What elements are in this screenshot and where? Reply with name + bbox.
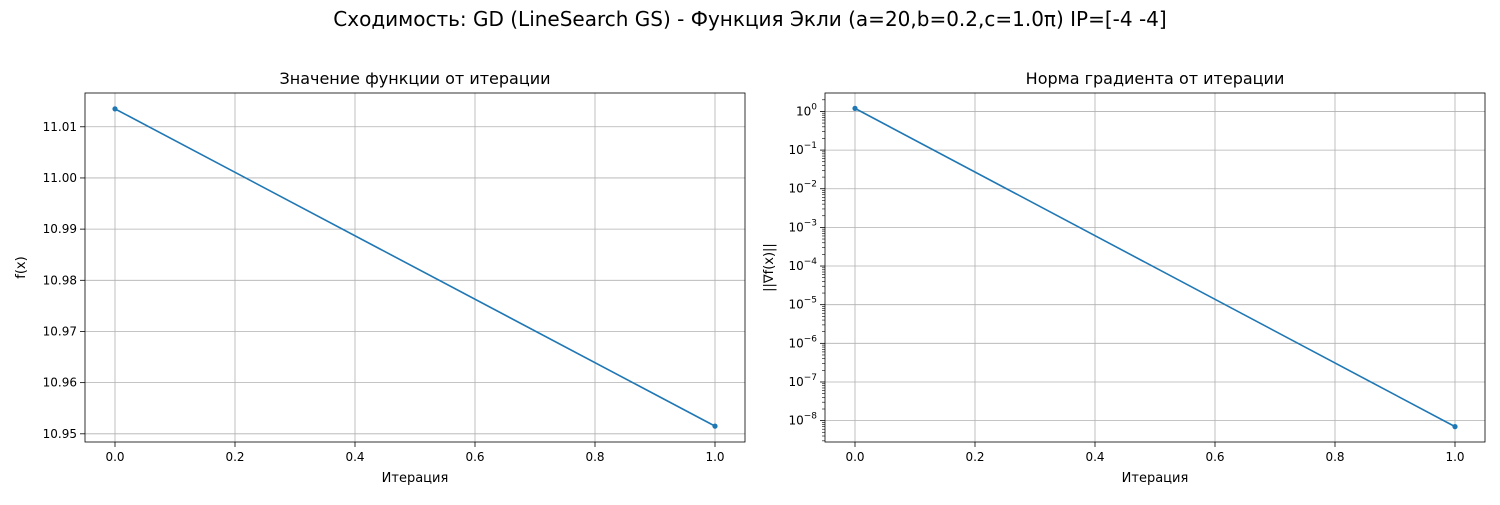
chart0-ytick-label: 10.99 <box>43 222 77 236</box>
chart1-ytick-label: 10−5 <box>788 296 817 312</box>
chart1-xtick-label: 0.6 <box>1205 450 1224 464</box>
chart0-grid <box>85 93 745 442</box>
chart0-ytick-label: 11.00 <box>43 171 77 185</box>
chart1-ytick-label: 10−7 <box>788 373 817 389</box>
chart1-xtick-label: 1.0 <box>1445 450 1464 464</box>
plot-function-value: 0.0 0.2 0.4 0.6 0.8 1.0 10.95 10.96 10.97 10.98 10… <box>14 69 746 486</box>
chart0-data-point <box>112 106 118 112</box>
chart1-ytick-label: 10−2 <box>788 180 817 196</box>
chart1-axes-frame <box>824 92 1486 443</box>
chart1-data-point <box>852 105 858 111</box>
chart1-xtick-label: 0.4 <box>1085 450 1104 464</box>
chart1-ytick-label: 10−1 <box>788 141 817 157</box>
chart0-series-line <box>114 108 716 427</box>
chart0-xtick-label: 1.0 <box>705 450 724 464</box>
chart1-ytick-label: 10−3 <box>788 218 817 234</box>
chart1-ylabel: ||∇f(x)|| <box>762 243 777 292</box>
chart1-xtick-label: 0.2 <box>965 450 984 464</box>
chart0-data-point <box>712 423 718 429</box>
chart0-ytick-label: 10.98 <box>43 273 77 287</box>
chart1-series-line <box>854 107 1456 428</box>
chart1-xtick-label: 0.0 <box>845 450 864 464</box>
chart1-ytick-label: 100 <box>796 102 817 118</box>
chart1-title: Норма градиента от итерации <box>1026 69 1285 88</box>
chart1-ytick-label: 10−4 <box>788 257 817 273</box>
chart0-title: Значение функции от итерации <box>279 69 550 88</box>
chart0-axes-frame <box>84 92 746 443</box>
chart1-data-point <box>1452 424 1458 430</box>
chart0-xtick-label: 0.0 <box>105 450 124 464</box>
chart0-ytick-label: 10.95 <box>43 427 77 441</box>
plot-gradient-norm: 0.0 0.2 0.4 0.6 0.8 1.0 10−8 10−7 10−6 10−5 10−4 10… <box>762 69 1486 486</box>
chart0-xtick-label: 0.4 <box>345 450 364 464</box>
chart0-ylabel: f(x) <box>14 256 29 278</box>
chart1-ytick-label: 10−8 <box>788 412 817 428</box>
chart0-xtick-label: 0.6 <box>465 450 484 464</box>
chart1-xlabel: Итерация <box>1122 471 1189 486</box>
chart0-ytick-label: 10.97 <box>43 324 77 338</box>
chart0-ytick-label: 11.01 <box>43 120 77 134</box>
chart0-xtick-label: 0.8 <box>585 450 604 464</box>
chart0-xlabel: Итерация <box>382 471 449 486</box>
figure-suptitle: Сходимость: GD (LineSearch GS) - Функция… <box>333 7 1166 31</box>
chart0-ytick-label: 10.96 <box>43 376 77 390</box>
chart0-xtick-label: 0.2 <box>225 450 244 464</box>
chart1-xtick-label: 0.8 <box>1325 450 1344 464</box>
chart1-ytick-label: 10−6 <box>788 334 817 350</box>
